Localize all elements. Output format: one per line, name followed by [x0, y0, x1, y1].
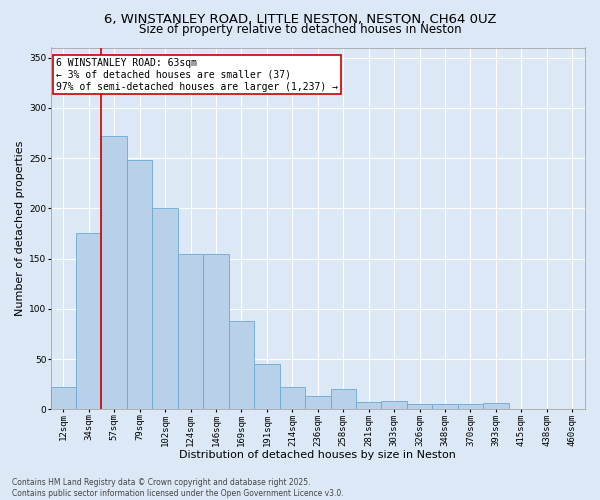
- Text: 6 WINSTANLEY ROAD: 63sqm
← 3% of detached houses are smaller (37)
97% of semi-de: 6 WINSTANLEY ROAD: 63sqm ← 3% of detache…: [56, 58, 338, 92]
- X-axis label: Distribution of detached houses by size in Neston: Distribution of detached houses by size …: [179, 450, 456, 460]
- Bar: [433, 404, 458, 409]
- Bar: [458, 404, 483, 409]
- Bar: [152, 208, 178, 410]
- Bar: [50, 388, 76, 409]
- Bar: [254, 364, 280, 410]
- Bar: [280, 388, 305, 409]
- Bar: [101, 136, 127, 409]
- Bar: [407, 404, 433, 409]
- Text: 6, WINSTANLEY ROAD, LITTLE NESTON, NESTON, CH64 0UZ: 6, WINSTANLEY ROAD, LITTLE NESTON, NESTO…: [104, 12, 496, 26]
- Text: Contains HM Land Registry data © Crown copyright and database right 2025.
Contai: Contains HM Land Registry data © Crown c…: [12, 478, 344, 498]
- Y-axis label: Number of detached properties: Number of detached properties: [15, 141, 25, 316]
- Bar: [356, 402, 382, 409]
- Bar: [305, 396, 331, 409]
- Bar: [382, 402, 407, 409]
- Bar: [127, 160, 152, 410]
- Bar: [178, 254, 203, 410]
- Bar: [483, 404, 509, 409]
- Bar: [203, 254, 229, 410]
- Bar: [229, 321, 254, 410]
- Text: Size of property relative to detached houses in Neston: Size of property relative to detached ho…: [139, 22, 461, 36]
- Bar: [76, 234, 101, 410]
- Bar: [331, 390, 356, 409]
